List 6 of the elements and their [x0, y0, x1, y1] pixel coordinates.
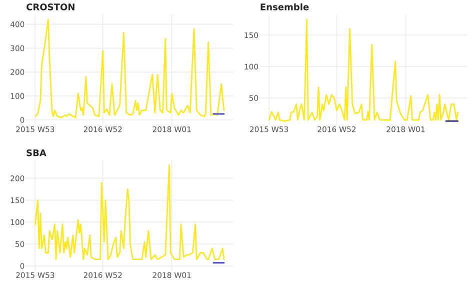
- line-series: [268, 18, 458, 122]
- chart-title: Ensemble: [260, 3, 309, 10]
- chart-title: SBA: [26, 149, 46, 156]
- line-series: [34, 164, 225, 260]
- chart-title: CROSTON: [26, 4, 74, 10]
- line-series: [34, 18, 225, 118]
